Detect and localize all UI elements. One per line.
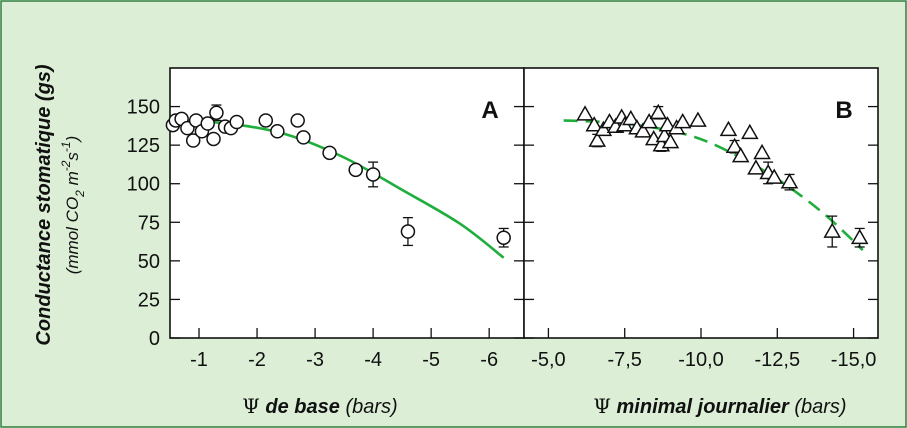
data-point-triangle: [622, 109, 640, 126]
data-point-triangle: [658, 116, 677, 132]
x-tick-label-b: -12,5: [754, 349, 800, 371]
data-point-triangle: [850, 228, 869, 245]
panel-a: 0 25 50 75 100 125 150 -1 -2 -3 -4 -5 -6 A: [127, 67, 525, 371]
data-point-triangle: [689, 111, 707, 127]
x-tick-label-a: -2: [248, 349, 266, 371]
data-point-circle: [270, 124, 285, 139]
x-tick-label-b: -5,0: [531, 349, 565, 371]
data-point-circle: [206, 131, 221, 147]
x-tick-label-b: -15,0: [831, 349, 877, 371]
y-axis-title: Conductance stomatique (gs): [33, 64, 55, 345]
y-tick-label: 75: [138, 212, 160, 234]
data-point-triangle: [588, 131, 607, 147]
y-tick-label: 100: [127, 174, 160, 196]
y-tick-label: 150: [127, 97, 160, 119]
panel-letter-a: A: [481, 97, 498, 124]
data-point-triangle: [725, 137, 744, 154]
data-point-circle: [496, 230, 511, 245]
panel-b: -5,0 -7,5 -10,0 -12,5 -15,0 B: [523, 67, 879, 371]
data-point-triangle: [640, 112, 658, 129]
data-point-circle: [348, 162, 363, 178]
data-point-triangle: [753, 143, 771, 160]
data-point-triangle: [765, 168, 784, 184]
plot-area-a: [169, 67, 525, 339]
data-point-triangle: [731, 146, 750, 163]
data-point-circle: [400, 224, 416, 239]
data-point-circle: [365, 167, 381, 182]
data-point-circle: [296, 130, 311, 145]
data-point-triangle: [747, 159, 765, 175]
data-point-triangle: [673, 112, 692, 129]
x-axis-title-b: Ψ minimal journalier (bars): [593, 394, 846, 418]
x-axis-title-a: Ψ de base (bars): [242, 394, 397, 418]
x-tick-label-a: -5: [422, 349, 440, 371]
data-point-triangle: [719, 120, 738, 137]
data-point-circle: [258, 113, 274, 128]
data-point-triangle: [576, 105, 594, 121]
x-tick-label-a: -6: [480, 349, 498, 371]
data-point-circle: [290, 113, 305, 128]
data-point-circle: [185, 133, 201, 148]
data-point-triangle: [585, 116, 603, 132]
data-point-triangle: [823, 222, 842, 238]
data-point-triangle: [594, 120, 613, 137]
y-tick-label: 50: [138, 251, 160, 273]
x-tick-label-a: -3: [306, 349, 324, 371]
data-point-triangle: [661, 133, 680, 149]
plot-area-b: [523, 67, 879, 339]
data-point-circle: [200, 116, 215, 131]
data-point-circle: [229, 114, 244, 130]
data-point-circle: [209, 105, 224, 120]
x-tick-label-a: -1: [190, 349, 208, 371]
panel-letter-b: B: [835, 97, 852, 124]
y-tick-label: 125: [127, 135, 160, 157]
data-point-triangle: [780, 173, 799, 189]
x-tick-label-b: -10,0: [678, 349, 724, 371]
x-tick-label-a: -4: [364, 349, 382, 371]
data-point-circle: [322, 145, 337, 161]
data-point-triangle: [741, 123, 759, 140]
y-axis-unit: (mmol CO2 m-2s-1): [59, 136, 87, 275]
y-tick-label: 0: [149, 328, 160, 350]
y-tick-label: 25: [138, 289, 160, 311]
data-point-triangle: [634, 122, 652, 138]
x-tick-label-b: -7,5: [607, 349, 641, 371]
data-point-triangle: [649, 103, 668, 120]
